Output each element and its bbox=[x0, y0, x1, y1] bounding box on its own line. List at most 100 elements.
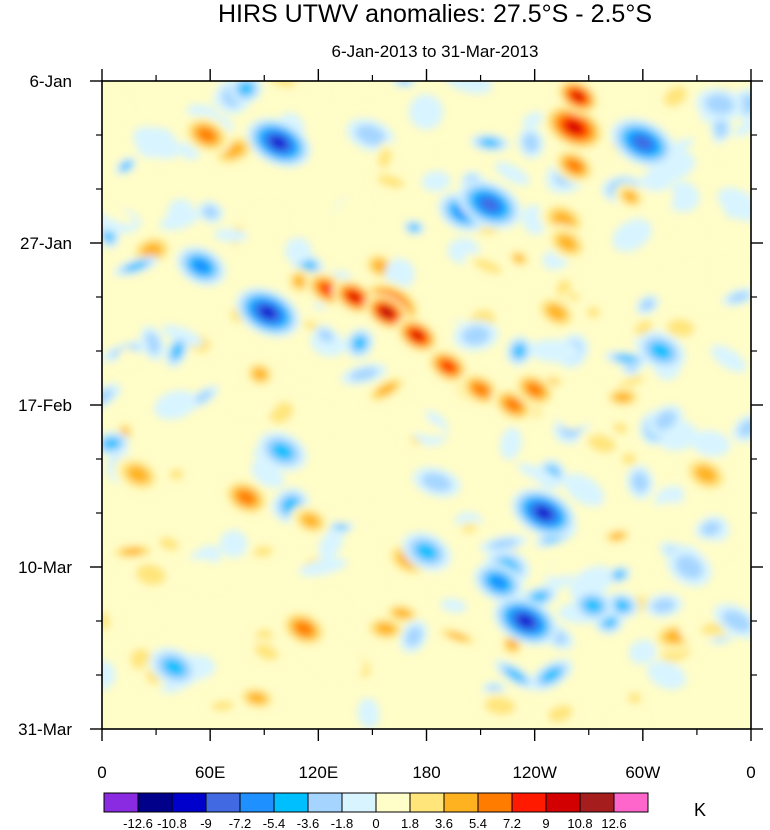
anomaly-mark bbox=[102, 605, 115, 637]
anomaly-mark bbox=[245, 203, 285, 237]
colorbar-swatch bbox=[171, 792, 207, 813]
anomaly-mark bbox=[402, 419, 447, 437]
chart-title: HIRS UTWV anomalies: 27.5°S - 2.5°S bbox=[218, 0, 652, 28]
anomaly-mark bbox=[336, 81, 383, 101]
anomaly-mark bbox=[126, 557, 176, 593]
anomaly-mark bbox=[722, 287, 751, 307]
anomaly-mark bbox=[732, 414, 751, 443]
y-axis: 6-Jan 27-Jan 17-Feb 10-Mar 31-Mar bbox=[18, 72, 763, 739]
colorbar-swatch bbox=[409, 792, 445, 813]
colorbar: -12.6 -10.8 -9 -7.2 -5.4 -3.6 -1.8 0 1.8 3.6 5.4 7.… bbox=[103, 792, 649, 830]
colorbar-label: 3.6 bbox=[435, 816, 453, 830]
anomaly-mark bbox=[284, 237, 312, 264]
x-tick-label: 60W bbox=[625, 763, 660, 782]
anomaly-mark bbox=[666, 547, 712, 587]
anomaly-mark bbox=[644, 593, 683, 618]
colorbar-swatch bbox=[341, 792, 377, 813]
anomaly-mark bbox=[457, 179, 522, 230]
anomaly-mark bbox=[235, 684, 279, 712]
anomaly-mark bbox=[412, 467, 461, 498]
anomaly-mark bbox=[494, 660, 537, 690]
anomaly-mark bbox=[656, 81, 695, 114]
anomaly-mark bbox=[154, 390, 197, 420]
anomaly-mark bbox=[399, 619, 428, 653]
colorbar-label: -3.6 bbox=[297, 816, 319, 830]
x-tick-label: 0 bbox=[746, 763, 755, 782]
anomaly-mark bbox=[235, 287, 301, 338]
anomaly-mark bbox=[528, 339, 581, 363]
anomaly-mark bbox=[635, 294, 660, 315]
anomaly-mark bbox=[710, 345, 747, 373]
y-tick-label: 10-Mar bbox=[18, 558, 72, 577]
anomaly-mark bbox=[617, 448, 641, 470]
anomaly-mark bbox=[453, 320, 499, 351]
anomaly-mark bbox=[652, 238, 686, 263]
anomaly-mark bbox=[656, 502, 703, 524]
plot-area bbox=[102, 81, 751, 729]
colorbar-label: -7.2 bbox=[229, 816, 251, 830]
colorbar-units: K bbox=[694, 800, 706, 820]
anomaly-mark bbox=[691, 430, 731, 457]
anomaly-mark bbox=[563, 290, 584, 304]
anomaly-mark bbox=[384, 258, 415, 290]
anomaly-mark bbox=[322, 652, 365, 682]
anomaly-mark bbox=[425, 348, 471, 385]
colorbar-label: 5.4 bbox=[469, 816, 487, 830]
anomaly-mark bbox=[117, 347, 138, 370]
colorbar-label: 9 bbox=[542, 816, 549, 830]
anomaly-mark bbox=[713, 603, 751, 639]
anomaly-mark bbox=[334, 196, 370, 228]
anomaly-mark bbox=[401, 531, 452, 572]
anomaly-mark bbox=[647, 404, 684, 437]
anomaly-mark bbox=[246, 542, 280, 561]
x-tick-label: 60E bbox=[195, 763, 225, 782]
anomaly-mark bbox=[534, 294, 579, 331]
anomaly-mark bbox=[318, 591, 347, 620]
colorbar-swatch bbox=[545, 792, 581, 813]
colorbar-swatch bbox=[477, 792, 513, 813]
x-tick-label: 180 bbox=[412, 763, 440, 782]
anomaly-mark bbox=[243, 359, 277, 389]
anomaly-mark bbox=[544, 224, 590, 262]
anomaly-mark bbox=[133, 126, 181, 159]
anomaly-mark bbox=[578, 428, 625, 459]
anomaly-mark bbox=[126, 611, 166, 631]
colorbar-label: -5.4 bbox=[263, 816, 285, 830]
anomaly-mark bbox=[628, 639, 657, 665]
y-tick-label: 17-Feb bbox=[18, 396, 72, 415]
anomaly-mark bbox=[257, 431, 308, 471]
colorbar-swatch bbox=[579, 792, 615, 813]
anomaly-mark bbox=[298, 557, 348, 577]
colorbar-swatch bbox=[443, 792, 479, 813]
anomaly-mark bbox=[470, 133, 510, 152]
anomaly-mark bbox=[610, 118, 676, 168]
anomaly-mark bbox=[408, 94, 444, 130]
anomaly-mark bbox=[647, 660, 687, 690]
colorbar-swatch bbox=[205, 792, 241, 813]
anomaly-mark bbox=[221, 477, 271, 518]
x-axis: 0 60E 120E 180 120W 60W 0 bbox=[97, 69, 756, 782]
anomaly-mark bbox=[582, 302, 604, 323]
anomaly-mark bbox=[433, 626, 482, 647]
colorbar-label: 10.8 bbox=[567, 816, 592, 830]
anomaly-mark bbox=[563, 473, 605, 507]
anomaly-mark bbox=[636, 331, 686, 371]
anomaly-mark bbox=[517, 126, 544, 159]
anomaly-mark bbox=[506, 336, 533, 366]
anomaly-mark bbox=[530, 659, 573, 691]
anomaly-mark bbox=[246, 118, 311, 168]
anomaly-mark bbox=[213, 228, 248, 242]
anomaly-mark bbox=[113, 454, 163, 495]
anomaly-mark bbox=[627, 504, 669, 537]
anomaly-mark bbox=[318, 527, 344, 561]
anomaly-mark bbox=[512, 371, 557, 408]
anomaly-mark bbox=[102, 148, 132, 169]
anomaly-mark bbox=[363, 374, 410, 406]
anomaly-field bbox=[102, 81, 751, 729]
anomaly-mark bbox=[346, 118, 395, 152]
anomaly-mark bbox=[444, 81, 493, 94]
anomaly-mark bbox=[368, 170, 414, 193]
colorbar-label: 0 bbox=[372, 816, 379, 830]
colorbar-swatch bbox=[511, 792, 547, 813]
